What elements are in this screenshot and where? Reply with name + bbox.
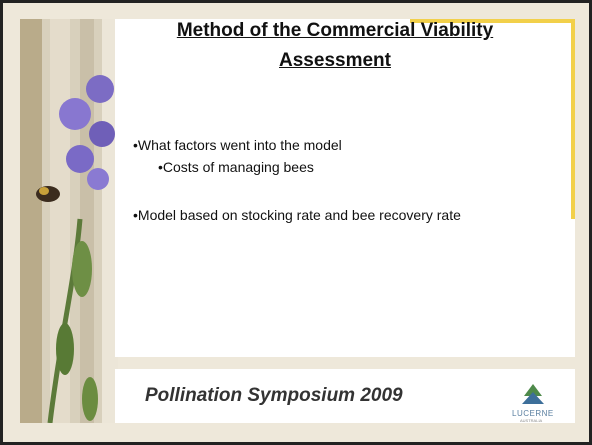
logo-name: LUCERNE: [512, 409, 554, 418]
sub-bullet: •Costs of managing bees: [158, 159, 314, 175]
bullet: •What factors went into the model: [133, 137, 342, 153]
footer-text: Pollination Symposium 2009: [145, 385, 403, 407]
bullet: •Model based on stocking rate and bee re…: [133, 207, 461, 223]
logo-icon: [520, 382, 546, 408]
flower-photo: [20, 19, 118, 423]
slide-title: Method of the Commercial Viability Asses…: [125, 16, 545, 76]
logo-subtitle: AUSTRALIA: [520, 418, 542, 423]
